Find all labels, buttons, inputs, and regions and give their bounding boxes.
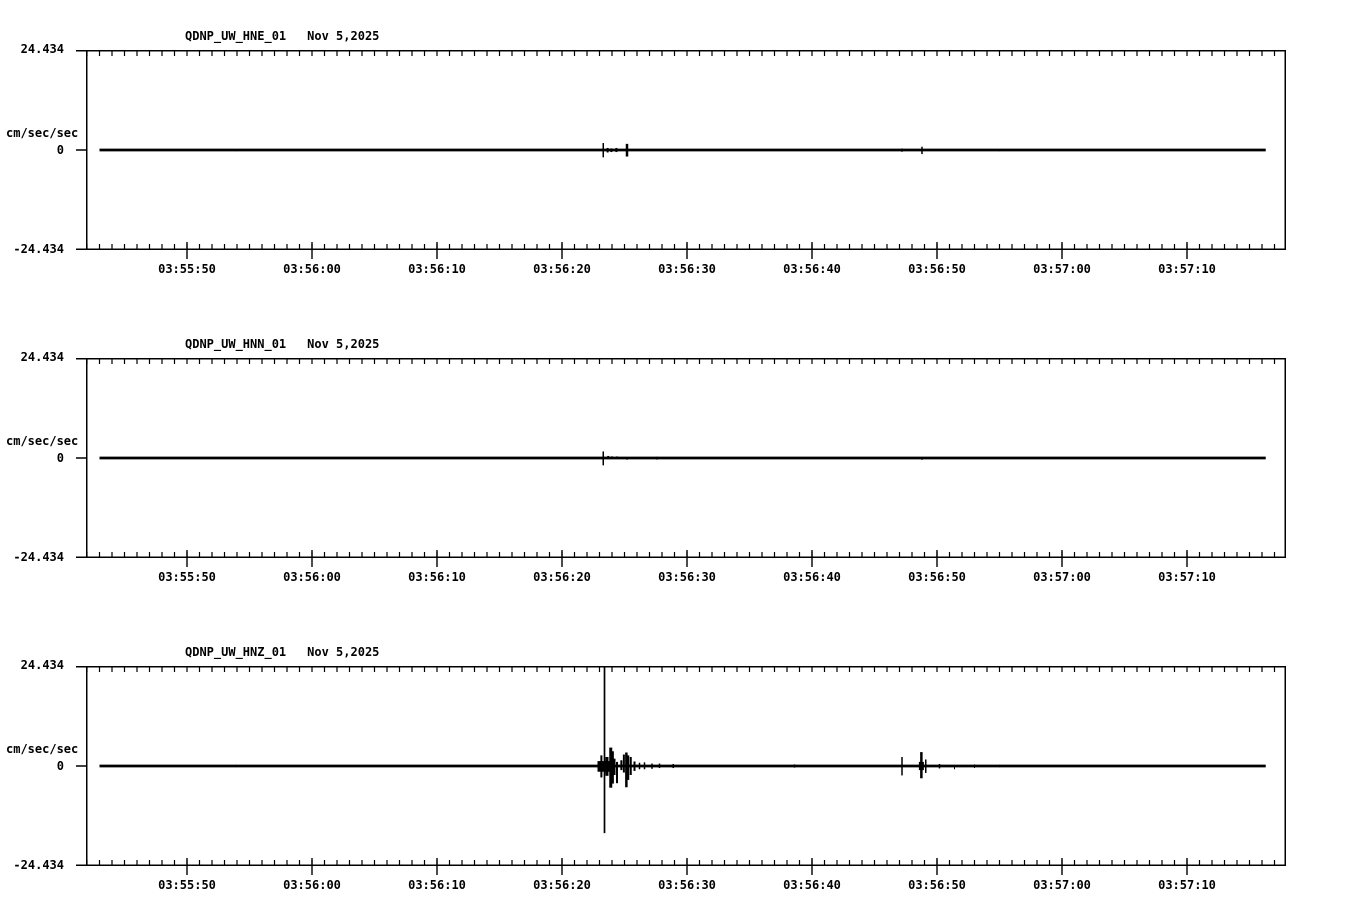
y-axis-max-label: 24.434 [20, 350, 64, 364]
x-tick-label: 03:56:20 [533, 878, 591, 892]
x-tick-label: 03:55:50 [158, 878, 216, 892]
x-tick-label: 03:56:50 [908, 570, 966, 584]
x-tick-label: 03:56:40 [783, 878, 841, 892]
seismogram-trace-plot-hne[interactable] [76, 50, 1286, 259]
y-axis-units-label: cm/sec/sec [6, 434, 79, 448]
trace-date-label: Nov 5,2025 [307, 337, 380, 351]
y-axis-zero-label: 0 [56, 143, 64, 157]
x-tick-label: 03:56:40 [783, 570, 841, 584]
x-tick-label: 03:55:50 [158, 570, 216, 584]
x-tick-label: 03:55:50 [158, 262, 216, 276]
x-tick-label: 03:56:30 [658, 878, 716, 892]
x-tick-label: 03:57:00 [1033, 262, 1091, 276]
seismogram-trace-plot-hnz[interactable] [76, 666, 1286, 875]
x-tick-label: 03:57:10 [1158, 878, 1216, 892]
x-tick-label: 03:56:00 [283, 878, 341, 892]
x-tick-label: 03:57:00 [1033, 570, 1091, 584]
y-axis-max-label: 24.434 [20, 658, 64, 672]
x-tick-label: 03:56:10 [408, 570, 466, 584]
trace-title: QDNP_UW_HNZ_01 Nov 5,2025 [185, 645, 379, 659]
seismogram-trace-plot-hnn[interactable] [76, 358, 1286, 567]
y-axis-zero-label: 0 [56, 759, 64, 773]
y-axis-min-label: -24.434 [13, 550, 64, 564]
x-tick-label: 03:56:00 [283, 570, 341, 584]
y-axis-max-label: 24.434 [20, 42, 64, 56]
x-tick-label: 03:56:50 [908, 262, 966, 276]
x-tick-label: 03:56:50 [908, 878, 966, 892]
seismogram-panel-hnz: QDNP_UW_HNZ_01 Nov 5,2025 24.434 cm/sec/s… [0, 645, 1358, 924]
y-axis-units-label: cm/sec/sec [6, 126, 79, 140]
x-tick-label: 03:57:10 [1158, 570, 1216, 584]
trace-date-label: Nov 5,2025 [307, 645, 380, 659]
station-channel-label: QDNP_UW_HNE_01 [185, 29, 287, 43]
y-axis-min-label: -24.434 [13, 858, 64, 872]
seismogram-panel-hnn: QDNP_UW_HNN_01 Nov 5,2025 24.434 cm/sec/s… [0, 337, 1358, 658]
x-tick-label: 03:57:00 [1033, 878, 1091, 892]
x-tick-label: 03:56:40 [783, 262, 841, 276]
x-tick-label: 03:56:10 [408, 878, 466, 892]
station-channel-label: QDNP_UW_HNZ_01 [185, 645, 287, 659]
x-tick-label: 03:56:00 [283, 262, 341, 276]
seismogram-panel-hne: QDNP_UW_HNE_01 Nov 5,2025 24.434 cm/sec/s… [0, 29, 1358, 350]
x-tick-label: 03:56:20 [533, 262, 591, 276]
y-axis-min-label: -24.434 [13, 242, 64, 256]
y-axis-units-label: cm/sec/sec [6, 742, 79, 756]
x-tick-label: 03:57:10 [1158, 262, 1216, 276]
x-tick-label: 03:56:30 [658, 570, 716, 584]
trace-title: QDNP_UW_HNE_01 Nov 5,2025 [185, 29, 379, 43]
x-tick-label: 03:56:10 [408, 262, 466, 276]
y-axis-zero-label: 0 [56, 451, 64, 465]
trace-date-label: Nov 5,2025 [307, 29, 380, 43]
x-tick-label: 03:56:20 [533, 570, 591, 584]
trace-title: QDNP_UW_HNN_01 Nov 5,2025 [185, 337, 379, 351]
x-tick-label: 03:56:30 [658, 262, 716, 276]
station-channel-label: QDNP_UW_HNN_01 [185, 337, 287, 351]
